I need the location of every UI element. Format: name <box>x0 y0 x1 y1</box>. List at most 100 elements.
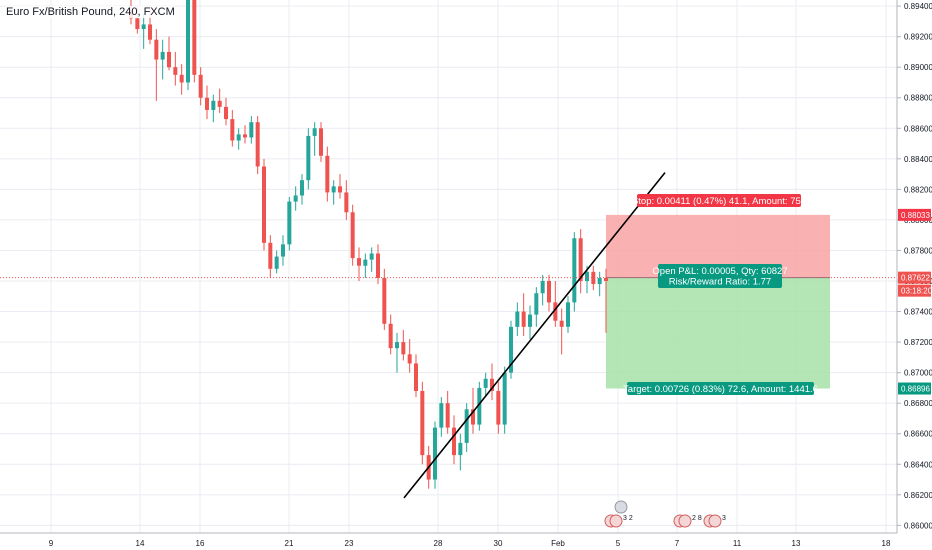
candle-body <box>464 409 469 443</box>
candle-body <box>509 326 513 373</box>
x-tick-label: 21 <box>285 539 294 548</box>
candle-body <box>433 427 437 480</box>
candle-body <box>249 122 254 138</box>
target-price-tag: 0.86896 <box>901 385 930 394</box>
candle-body <box>306 135 311 181</box>
candle-body <box>502 372 507 425</box>
candle-body <box>496 390 501 425</box>
candle-body <box>287 201 292 245</box>
event-badge[interactable]: 3 <box>703 514 726 528</box>
candle-body <box>331 186 336 193</box>
candle-body <box>344 192 349 213</box>
candle-body <box>325 155 330 193</box>
candle-body <box>597 277 602 285</box>
candle-body <box>363 259 368 266</box>
candle-body <box>205 97 209 110</box>
event-badge[interactable]: 3 2 <box>604 514 633 528</box>
candle-body <box>566 302 570 327</box>
candle-body <box>407 354 412 364</box>
candle-body <box>382 277 387 324</box>
candle-body <box>540 281 545 294</box>
candle-body <box>179 74 184 83</box>
event-badge[interactable]: 2 8 <box>673 514 702 528</box>
y-tick-label: 0.87000 <box>904 369 932 378</box>
countdown-bg <box>898 284 931 297</box>
stop-price-tag: 0.88033 <box>901 211 930 220</box>
current-price-tag: 0.87622 <box>901 274 930 283</box>
candle-body <box>534 293 539 315</box>
candle-body <box>414 363 418 391</box>
stop-label-bg <box>637 194 801 207</box>
position-labels[interactable]: Stop: 0.00411 (0.47%) 41.1, Amount: 750 O… <box>623 194 818 395</box>
candle-body <box>135 18 140 30</box>
candle-body <box>300 180 304 196</box>
y-tick-label: 0.89400 <box>904 2 932 11</box>
candle-body <box>471 409 475 425</box>
candle-body <box>224 106 228 120</box>
candle-body <box>376 253 380 278</box>
event-badge-icon[interactable] <box>614 500 628 514</box>
candle-body <box>395 342 399 349</box>
candle-body <box>243 134 247 138</box>
candle-body <box>528 314 532 327</box>
target-zone[interactable] <box>606 277 830 389</box>
x-tick-label: 11 <box>733 539 742 548</box>
y-tick-label: 0.88600 <box>904 124 932 133</box>
candle-body <box>148 24 152 40</box>
y-tick-label: 0.88800 <box>904 94 932 103</box>
pnl-label[interactable]: Open P&L: 0.00005, Qty: 60827Risk/Reward… <box>652 264 788 288</box>
x-tick-label: 18 <box>882 539 891 548</box>
target-label[interactable]: Target: 0.00726 (0.83%) 72.6, Amount: 14… <box>623 382 818 395</box>
stop-label[interactable]: Stop: 0.00411 (0.47%) 41.1, Amount: 750 <box>632 194 806 207</box>
candle-body <box>401 342 406 355</box>
event-badges[interactable]: 3 2 2 8 3 <box>604 500 726 528</box>
stop-label-text: Stop: 0.00411 (0.47%) 41.1, Amount: 750 <box>632 196 806 207</box>
candle-body <box>338 186 342 193</box>
event-badge-icon <box>708 514 722 528</box>
pnl-label-bg <box>658 264 782 288</box>
target-label-bg <box>627 382 814 395</box>
x-tick-label: 30 <box>494 539 503 548</box>
event-badge-count: 3 <box>722 515 726 522</box>
candle-body <box>604 277 608 282</box>
trendline[interactable] <box>403 172 666 499</box>
candle-body <box>167 51 171 68</box>
pnl-label-text: Open P&L: 0.00005, Qty: 60827 <box>652 266 787 277</box>
candle-body <box>268 242 273 269</box>
candle-body <box>458 442 463 456</box>
candle-body <box>192 0 197 75</box>
candle-body <box>547 281 551 303</box>
y-tick-label: 0.88200 <box>904 185 932 194</box>
candle-body <box>559 320 564 327</box>
candle-body <box>312 128 317 136</box>
candle-body <box>262 166 266 243</box>
candle-body <box>274 256 279 269</box>
y-tick-label: 0.87800 <box>904 246 932 255</box>
candle-body <box>350 212 355 259</box>
x-tick-label: Feb <box>551 539 565 548</box>
x-tick-label: 13 <box>792 539 801 548</box>
x-tick-label: 16 <box>196 539 205 548</box>
stop-price-tag-bg <box>898 208 931 221</box>
candle-body <box>477 387 482 425</box>
event-badge-count: 3 2 <box>623 515 633 522</box>
position-zones <box>606 214 830 389</box>
y-tick-label: 0.86600 <box>904 430 932 439</box>
time-axis-bg <box>0 533 932 550</box>
candle-body <box>439 403 444 428</box>
candle-series <box>129 0 608 489</box>
candle-body <box>186 0 190 83</box>
event-badge-count: 2 8 <box>692 515 702 522</box>
candle-body <box>281 244 285 257</box>
candle-body <box>255 122 260 167</box>
candle-body <box>515 311 520 327</box>
candle-body <box>578 238 583 282</box>
y-tick-label: 0.87200 <box>904 338 932 347</box>
x-tick-label: 9 <box>49 539 54 548</box>
candle-body <box>369 253 374 260</box>
candle-body <box>553 302 558 321</box>
event-badge-icon <box>609 514 623 528</box>
candle-body <box>293 195 298 202</box>
